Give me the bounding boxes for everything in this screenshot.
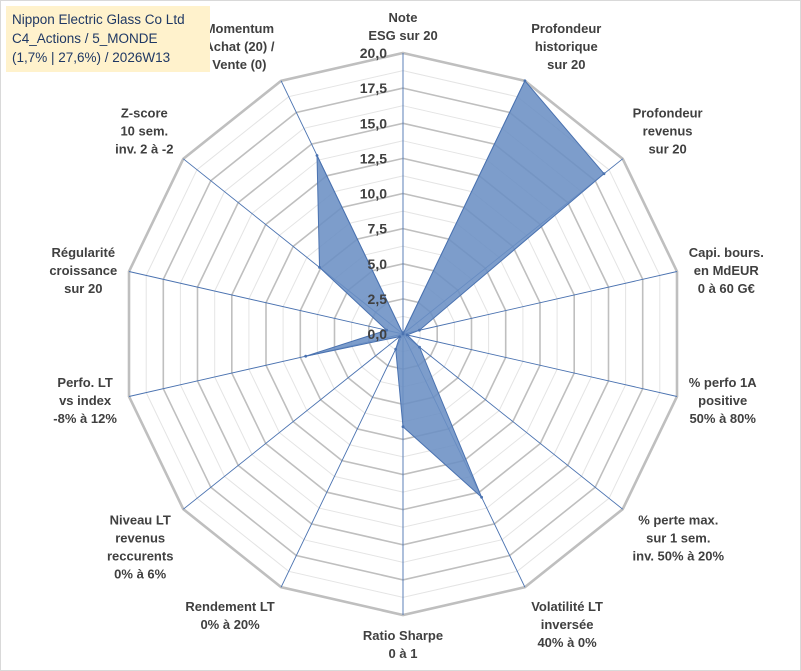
radar-spoke: [183, 333, 404, 510]
tick-label: 20,0: [360, 45, 387, 61]
axis-label: Niveau LT revenus reccurents 0% à 6%: [107, 512, 173, 581]
tick-label: 15,0: [360, 115, 387, 131]
axis-label: Capi. bours. en MdEUR 0 à 60 G€: [689, 245, 764, 296]
radar-series: [304, 79, 606, 499]
series-point: [523, 79, 527, 83]
series-point: [480, 495, 483, 499]
axis-label: Volatilité LT inversée 40% à 0%: [531, 599, 603, 650]
series-point: [602, 172, 606, 176]
axis-label: Régularité croissance sur 20: [49, 245, 117, 296]
axis-label: Momentum Achat (20) / Vente (0): [204, 21, 274, 72]
radar-spoke: [128, 271, 404, 335]
series-point: [418, 328, 421, 332]
radar-spoke: [402, 333, 678, 397]
axis-label: Ratio Sharpe 0 à 1: [363, 628, 443, 661]
axis-label: % perfo 1A positive 50% à 80%: [689, 375, 758, 426]
tick-label: 10,0: [360, 186, 387, 202]
tick-label: 17,5: [360, 80, 387, 96]
series-point: [401, 425, 405, 429]
chart-title-box: Nippon Electric Glass Co Ltd C4_Actions …: [6, 6, 210, 72]
series-point: [398, 335, 402, 338]
axis-label: Perfo. LT vs index -8% à 12%: [53, 375, 117, 426]
tick-label: 7,5: [368, 221, 388, 237]
series-area: [305, 79, 605, 498]
radar-spoke: [402, 271, 678, 335]
radar-spoke: [280, 333, 404, 588]
axis-label: Note ESG sur 20: [368, 10, 437, 43]
radar-axis-labels: Note ESG sur 20 Profondeur historique sur 20…: [49, 10, 764, 661]
title-line-1: Nippon Electric Glass Co Ltd: [12, 12, 185, 27]
series-point: [385, 328, 388, 332]
series-point: [401, 332, 405, 336]
axis-label: Profondeur revenus sur 20: [633, 106, 703, 157]
title-line-3: (1,7% | 27,6%) / 2026W13: [12, 50, 171, 65]
series-point: [315, 154, 319, 157]
series-point: [405, 333, 409, 337]
radar-spoke: [402, 333, 623, 510]
series-point: [394, 347, 398, 351]
axis-label: % perte max. sur 1 sem. inv. 50% à 20%: [633, 512, 725, 563]
tick-label: 2,5: [368, 291, 388, 307]
tick-label: 12,5: [360, 150, 387, 166]
series-point: [418, 345, 421, 349]
axis-label: Z-score 10 sem. inv. 2 à -2: [115, 106, 173, 157]
series-point: [304, 354, 308, 358]
radar-tick-labels: 0,0 2,5 5,0 7,5 10,0 12,5 15,0 17,5 20,0: [360, 45, 387, 342]
axis-label: Profondeur historique sur 20: [531, 21, 601, 72]
series-point: [318, 266, 321, 269]
axis-label: Rendement LT 0% à 20%: [185, 599, 274, 632]
tick-label: 0,0: [368, 326, 388, 342]
title-line-2: C4_Actions / 5_MONDE: [12, 31, 158, 46]
tick-label: 5,0: [368, 256, 388, 272]
